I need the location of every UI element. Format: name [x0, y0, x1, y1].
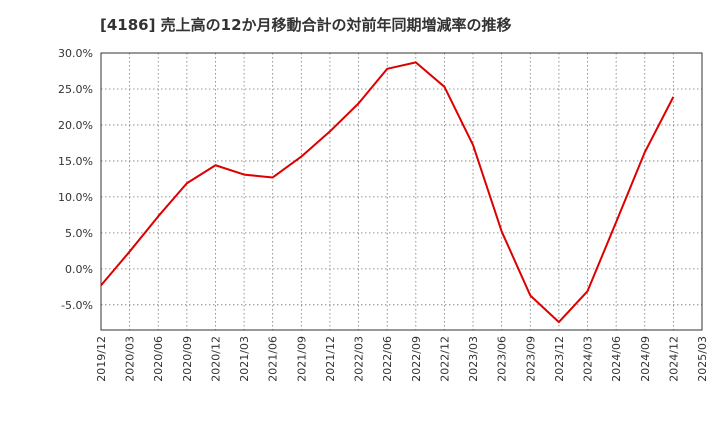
- x-tick-label: 2020/09: [181, 336, 194, 382]
- x-tick-label: 2020/06: [152, 336, 165, 382]
- y-tick-label: 15.0%: [58, 155, 93, 168]
- x-tick-label: 2025/03: [696, 336, 709, 382]
- y-tick-label: 30.0%: [58, 47, 93, 60]
- x-tick-label: 2023/06: [496, 336, 509, 382]
- grid-lines: [101, 53, 702, 330]
- x-tick-label: 2022/06: [381, 336, 394, 382]
- series-group: [100, 61, 675, 324]
- series-line: [100, 61, 675, 324]
- y-tick-label: -5.0%: [61, 299, 93, 312]
- x-tick-label: 2024/12: [667, 336, 680, 382]
- x-axis-ticks: 2019/12 2020/03 2020/06 2020/09 2020/12 2021/…: [95, 336, 709, 382]
- x-tick-label: 2023/12: [553, 336, 566, 382]
- x-tick-label: 2020/03: [124, 336, 137, 382]
- x-tick-label: 2019/12: [95, 336, 108, 382]
- y-tick-label: 25.0%: [58, 83, 93, 96]
- x-tick-label: 2021/06: [267, 336, 280, 382]
- y-tick-label: 20.0%: [58, 119, 93, 132]
- x-tick-label: 2024/03: [582, 336, 595, 382]
- y-tick-label: 10.0%: [58, 191, 93, 204]
- y-tick-label: 5.0%: [65, 227, 93, 240]
- x-tick-label: 2021/09: [295, 336, 308, 382]
- x-tick-label: 2022/12: [438, 336, 451, 382]
- chart-title: [4186] 売上高の12か月移動合計の対前年同期増減率の推移: [100, 16, 512, 34]
- x-tick-label: 2021/03: [238, 336, 251, 382]
- y-tick-label: 0.0%: [65, 263, 93, 276]
- x-tick-label: 2022/03: [353, 336, 366, 382]
- plot-area-frame: [100, 52, 703, 331]
- x-tick-label: 2023/03: [467, 336, 480, 382]
- y-axis-ticks: -5.0% 0.0% 5.0% 10.0% 15.0% 20.0% 25.0% 30.0%: [58, 47, 93, 312]
- x-tick-label: 2022/09: [410, 336, 423, 382]
- x-tick-label: 2020/12: [209, 336, 222, 382]
- x-tick-label: 2024/06: [610, 336, 623, 382]
- x-tick-label: 2023/09: [524, 336, 537, 382]
- x-tick-label: 2024/09: [639, 336, 652, 382]
- x-tick-label: 2021/12: [324, 336, 337, 382]
